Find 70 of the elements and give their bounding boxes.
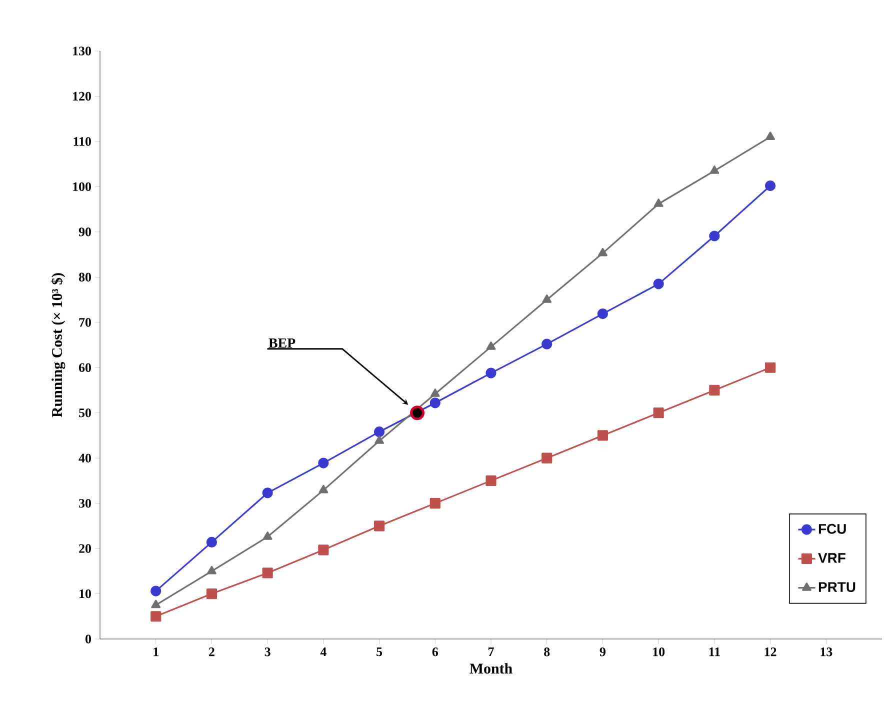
point [318,484,328,494]
point [709,230,720,242]
point [206,588,218,600]
point [374,520,385,532]
point [766,132,775,140]
point [374,436,384,444]
point [207,566,216,574]
x-tick-label: 2 [209,648,214,656]
point [430,398,440,408]
y-tick-label: 10 [80,589,91,598]
point [150,611,162,622]
x-tick-label: 13 [820,648,832,656]
y-tick-label: 30 [79,498,91,508]
point [318,544,329,556]
point [430,388,440,397]
point [486,475,496,486]
x-tick-label: 3 [264,648,270,656]
point [206,536,218,548]
y-tick-label: 20 [79,544,91,553]
x-tick-label: 4 [320,648,326,656]
point [542,294,552,303]
point [597,430,608,441]
point [764,362,776,373]
point [262,568,273,578]
y-tick-label: 100 [73,182,91,192]
y-tick-label: 0 [86,634,91,644]
point [764,180,776,192]
annotation: BEP [268,338,296,348]
x-tick-label: 11 [709,648,720,656]
point [262,488,273,498]
point [542,452,552,464]
point [597,308,608,320]
y-tick-label: 60 [78,363,91,372]
x-tick-label: 7 [488,648,494,656]
x-tick-label: 12 [764,648,776,656]
y-axis-title: Running Cost (× 10³ $) [51,273,66,418]
legend-label: PRTU [818,582,856,592]
point [262,531,272,540]
y-tick-label: 40 [78,454,91,462]
y-tick-label: 80 [78,272,91,282]
point [318,458,329,468]
point [486,342,496,350]
point [410,406,425,420]
y-tick-label: 50 [79,408,91,418]
x-tick-label: 10 [653,648,665,656]
point [654,198,664,207]
point [653,408,664,418]
x-axis-title: Month [470,663,512,674]
x-tick-label: 5 [376,648,382,656]
point [709,384,720,396]
y-tick-label: 90 [78,228,91,236]
y-tick-label: 110 [74,137,91,146]
point [598,248,608,256]
point [710,166,720,174]
x-tick-label: 1 [154,648,158,656]
x-tick-label: 8 [544,648,550,656]
point [542,338,552,350]
point [150,586,162,596]
point [374,426,385,438]
y-tick-label: 130 [73,46,91,56]
legend-label: VRF [818,553,846,563]
point [486,368,496,378]
point [430,498,440,509]
y-tick-label: 70 [79,318,91,327]
x-tick-label: 9 [600,648,606,656]
point [653,278,664,290]
legend-label: FCU [818,524,846,534]
x-tick-label: 6 [432,648,438,656]
point [151,600,161,608]
y-tick-label: 120 [73,92,91,101]
